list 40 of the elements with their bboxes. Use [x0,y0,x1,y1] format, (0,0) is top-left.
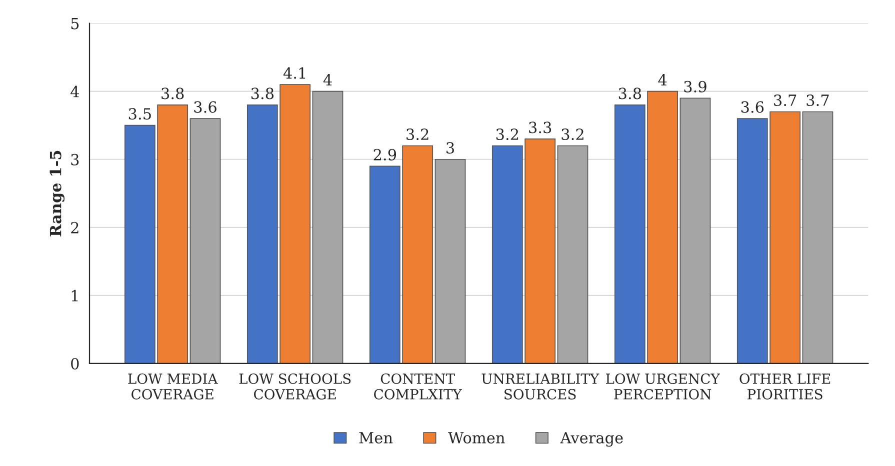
y-tick-label: 0 [71,358,79,370]
data-label: 4 [323,74,332,86]
legend-label: Men [359,432,393,444]
data-label: 3.2 [496,128,518,140]
data-label: 3.8 [251,88,274,100]
data-label: 3.8 [618,88,642,100]
data-label: 3.2 [406,128,428,140]
x-tick-label: LOW MEDIA COVERAGE [128,373,218,400]
data-label: 3 [446,142,454,154]
data-label: 3.6 [741,101,764,113]
data-label: 3.8 [162,88,184,100]
bar [680,98,711,364]
data-label: 3.2 [562,128,584,140]
data-label: 3.9 [684,80,706,92]
data-label: 3.5 [128,108,151,120]
legend-label: Women [448,432,505,444]
bar [312,90,344,364]
data-label: 4.1 [283,67,306,79]
data-label: 3.7 [806,94,829,106]
y-tick-label: 3 [71,154,79,166]
bar [190,118,221,364]
x-tick-label: LOW URGENCY PERCEPTION [606,373,720,400]
y-axis-title: Range 1-5 [50,150,64,236]
y-tick-label: 4 [70,86,80,98]
x-tick-label: CONTENT COMPLXITY [374,373,462,400]
y-tick-label: 2 [71,222,78,234]
bar [802,111,834,364]
y-tick-label: 5 [71,18,79,30]
data-label: 3.3 [529,122,552,134]
data-label: 3.6 [194,101,216,113]
bar [434,158,466,364]
legend-label: Average [560,432,623,447]
data-label: 3.7 [774,94,796,106]
bar [557,145,588,364]
y-tick-label: 1 [72,290,78,302]
x-tick-label: UNRELIABILITY SOURCES [482,374,600,400]
x-tick-label: LOW SCHOOLS COVERAGE [239,373,351,400]
data-label: 2.9 [374,148,396,160]
data-label: 4 [658,74,667,86]
x-tick-label: OTHER LIFE PIORITIES [740,373,830,400]
